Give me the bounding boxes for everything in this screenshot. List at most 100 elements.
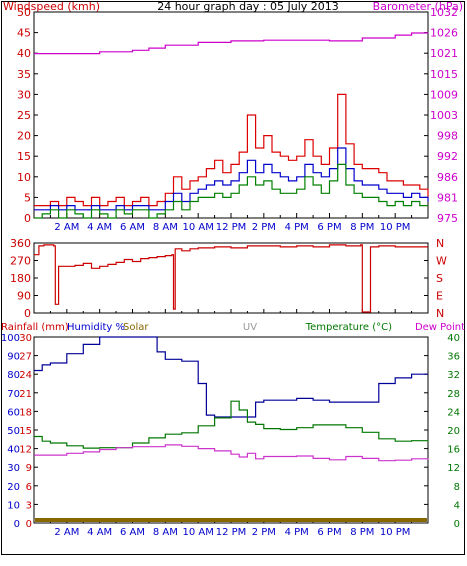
temperature-y-tick-label: 32 <box>447 370 460 381</box>
temperature-y-tick-label: 8 <box>454 482 460 493</box>
barometer-y-tick-label: 981 <box>437 191 458 204</box>
rainfall-y-tick-label: 12 <box>19 445 32 456</box>
direction-compass-label: W <box>436 255 447 268</box>
humidity-y-tick-label: 80 <box>7 370 20 381</box>
climate-x-tick-label: 12 PM <box>216 527 247 538</box>
barometer-y-tick-label: 986 <box>437 171 458 184</box>
humidity-y-tick-label: 100 <box>1 333 20 344</box>
wind-y-tick-label: 25 <box>17 109 31 122</box>
wind-x-tick-label: 6 AM <box>120 222 145 233</box>
wind-series-lull <box>34 163 428 219</box>
climate-x-tick-label: 2 AM <box>54 527 79 538</box>
rainfall-y-tick-label: 24 <box>19 370 32 381</box>
humidity-y-tick-label: 10 <box>7 500 20 511</box>
wind-y-tick-label: 40 <box>17 47 31 60</box>
climate-x-tick-label: 4 AM <box>87 527 112 538</box>
climate-series-temperature <box>34 400 429 449</box>
windspeed-axis-label: Windspeed (kmh) <box>3 0 100 13</box>
barometer-axis-label: Barometer (hPa) <box>373 0 463 13</box>
climate-x-tick-label: 6 PM <box>317 527 341 538</box>
rainfall-y-tick-label: 30 <box>19 333 32 344</box>
uv-axis-label: UV <box>243 322 257 333</box>
climate-x-tick-label: 6 AM <box>120 527 145 538</box>
temperature-y-tick-label: 40 <box>447 333 460 344</box>
wind-series-average <box>34 147 429 211</box>
wind-y-tick-label: 15 <box>17 150 31 163</box>
barometer-y-tick-label: 998 <box>437 130 458 143</box>
humidity-y-tick-label: 40 <box>7 445 20 456</box>
wind-x-tick-label: 8 AM <box>153 222 178 233</box>
temperature-y-tick-label: 0 <box>454 519 460 530</box>
direction-series <box>34 244 428 313</box>
rainfall-y-tick-label: 18 <box>19 407 32 418</box>
dew-point-axis-label: Dew Point <box>415 322 465 333</box>
rainfall-y-tick-label: 0 <box>26 519 32 530</box>
wind-series-gust <box>34 93 429 207</box>
rainfall-y-tick-label: 6 <box>26 482 32 493</box>
rainfall-y-tick-label: 3 <box>26 500 32 511</box>
wind-x-tick-label: 10 PM <box>380 222 411 233</box>
direction-y-tick-label: 90 <box>17 290 31 303</box>
climate-x-tick-label: 8 PM <box>350 527 374 538</box>
climate-x-tick-label: 2 PM <box>252 527 276 538</box>
outer-frame <box>1 1 465 555</box>
solar-series <box>35 518 427 522</box>
direction-compass-label: N <box>436 307 444 320</box>
wind-x-tick-label: 6 PM <box>317 222 341 233</box>
temperature-axis-label: Temperature (°C) <box>305 322 392 333</box>
temperature-y-tick-label: 4 <box>454 500 460 511</box>
wind-y-tick-label: 45 <box>17 27 31 40</box>
wind-x-tick-label: 2 AM <box>54 222 79 233</box>
direction-compass-label: S <box>436 272 443 285</box>
barometer-y-tick-label: 1021 <box>430 47 458 60</box>
humidity-y-tick-label: 70 <box>7 389 20 400</box>
rainfall-y-tick-label: 15 <box>19 426 32 437</box>
wind-y-tick-label: 5 <box>24 191 31 204</box>
barometer-y-tick-label: 1009 <box>430 88 458 101</box>
humidity-y-tick-label: 50 <box>7 426 20 437</box>
wind-y-tick-label: 20 <box>17 130 31 143</box>
direction-plot-frame <box>33 242 429 314</box>
direction-y-tick-label: 360 <box>10 237 31 250</box>
temperature-y-tick-label: 36 <box>447 352 460 363</box>
humidity-axis-label: Humidity % <box>67 322 125 333</box>
barometer-y-tick-label: 992 <box>437 150 458 163</box>
direction-y-tick-label: 180 <box>10 272 31 285</box>
humidity-y-tick-label: 0 <box>14 519 20 530</box>
climate-series-dew_point <box>34 444 429 462</box>
barometer-y-tick-label: 1015 <box>430 68 458 81</box>
rainfall-y-tick-label: 27 <box>19 352 32 363</box>
wind-y-tick-label: 30 <box>17 88 31 101</box>
direction-y-tick-label: 0 <box>24 307 31 320</box>
direction-compass-label: E <box>436 290 443 303</box>
humidity-y-tick-label: 90 <box>7 352 20 363</box>
temperature-y-tick-label: 28 <box>447 389 460 400</box>
wind-y-tick-label: 10 <box>17 171 31 184</box>
barometer-y-tick-label: 1026 <box>430 27 458 40</box>
wind-y-tick-label: 50 <box>17 6 31 19</box>
solar-axis-label: Solar <box>123 322 149 333</box>
rainfall-y-tick-label: 21 <box>19 389 32 400</box>
wind-x-tick-label: 12 PM <box>216 222 247 233</box>
humidity-y-tick-label: 60 <box>7 407 20 418</box>
humidity-y-tick-label: 30 <box>7 463 20 474</box>
rainfall-axis-label: Rainfall (mm) <box>1 322 69 333</box>
barometer-y-tick-label: 975 <box>437 212 458 225</box>
barometer-y-tick-label: 1032 <box>430 6 458 19</box>
wind-y-tick-label: 35 <box>17 68 31 81</box>
climate-series-humidity <box>34 336 428 418</box>
wind-x-tick-label: 8 PM <box>350 222 374 233</box>
climate-plot-frame <box>33 336 429 524</box>
wind-x-tick-label: 4 AM <box>87 222 112 233</box>
wind-x-tick-label: 2 PM <box>252 222 276 233</box>
chart-title: 24 hour graph day : 05 July 2013 <box>157 0 339 13</box>
barometer-y-tick-label: 1003 <box>430 109 458 122</box>
climate-x-tick-label: 10 PM <box>380 527 411 538</box>
temperature-y-tick-label: 12 <box>447 463 460 474</box>
temperature-y-tick-label: 16 <box>447 445 460 456</box>
temperature-y-tick-label: 24 <box>447 407 460 418</box>
wind-series-barometer <box>34 32 429 55</box>
rainfall-y-tick-label: 9 <box>26 463 32 474</box>
humidity-y-tick-label: 20 <box>7 482 20 493</box>
